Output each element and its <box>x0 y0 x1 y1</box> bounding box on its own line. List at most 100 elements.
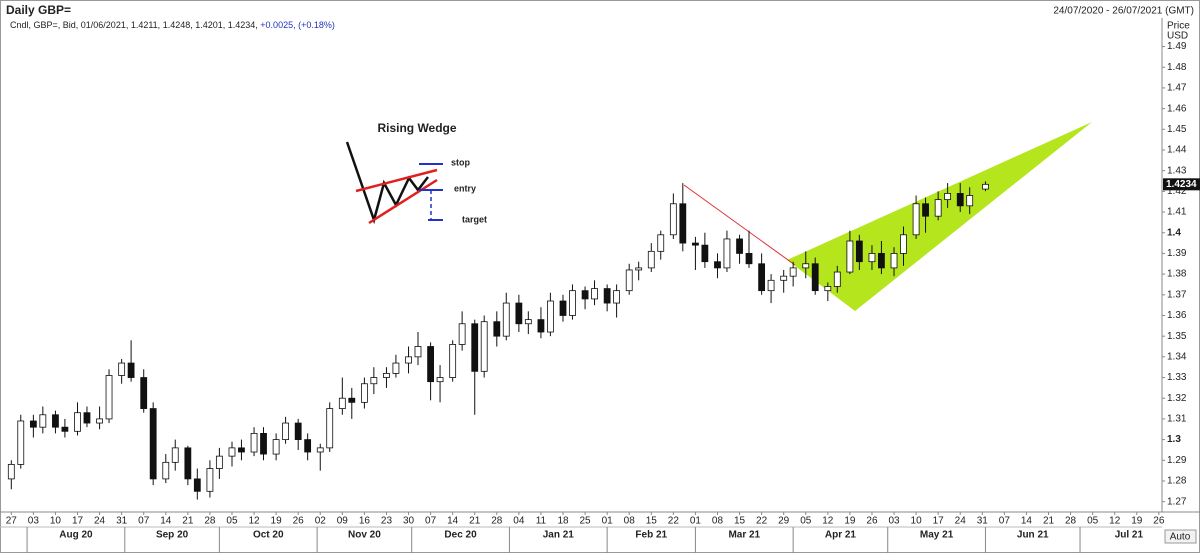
candle-body <box>811 263 819 292</box>
y-tick-label: 1.41 <box>1167 207 1187 218</box>
x-tick-label: 12 <box>1109 516 1121 527</box>
candle-body <box>657 234 665 252</box>
candle-body <box>370 377 378 385</box>
candle-body <box>846 240 854 273</box>
x-tick-label: 18 <box>557 516 569 527</box>
y-tick-label: 1.29 <box>1167 455 1187 466</box>
x-tick-label: 26 <box>293 516 305 527</box>
month-label: Oct 20 <box>253 530 284 541</box>
candle-body <box>105 375 113 420</box>
x-tick-label: 08 <box>712 516 724 527</box>
candle-body <box>238 447 245 453</box>
auto-label[interactable]: Auto <box>1170 532 1191 543</box>
y-tick-label: 1.33 <box>1167 372 1187 383</box>
candle-body <box>392 362 400 374</box>
x-tick-label: 14 <box>160 516 172 527</box>
candle-body <box>471 323 479 372</box>
y-tick-label: 1.36 <box>1167 310 1187 321</box>
auto-button[interactable] <box>1164 529 1197 544</box>
candle-body <box>912 203 920 236</box>
month-label: Nov 20 <box>348 530 381 541</box>
y-tick-label: 1.34 <box>1167 351 1187 362</box>
x-tick-label: 12 <box>822 516 834 527</box>
x-tick-label: 17 <box>933 516 945 527</box>
x-tick-label: 19 <box>1131 516 1143 527</box>
y-tick-label: 1.27 <box>1167 496 1187 507</box>
candle-body <box>824 286 832 292</box>
y-tick-label: 1.28 <box>1167 476 1187 487</box>
x-tick-label: 03 <box>28 516 40 527</box>
candle-body <box>900 234 907 254</box>
candle-body <box>162 461 170 480</box>
x-tick-label: 10 <box>50 516 62 527</box>
candle-body <box>118 362 126 376</box>
candle-body <box>591 288 598 300</box>
x-tick-label: 17 <box>72 516 84 527</box>
y-axis-label: Price <box>1167 21 1190 32</box>
candle-body <box>360 383 368 403</box>
x-tick-label: 24 <box>955 516 967 527</box>
rising-wedge-inset: Rising Wedge stop entry target <box>345 121 487 224</box>
candle-body <box>723 238 731 269</box>
candle-body <box>625 269 633 292</box>
x-tick-label: 28 <box>491 516 503 527</box>
candle-body <box>427 346 434 383</box>
candle-body <box>956 193 964 207</box>
x-tick-label: 14 <box>447 516 459 527</box>
candle-body <box>603 288 611 304</box>
y-tick-label: 1.4 <box>1167 227 1181 238</box>
month-label: Mar 21 <box>728 530 760 541</box>
candle-body <box>833 271 841 287</box>
x-tick-label: 27 <box>6 516 18 527</box>
x-tick-label: 14 <box>1021 516 1033 527</box>
candle-body <box>767 279 775 292</box>
candle-body <box>260 432 267 455</box>
candle-body <box>39 414 47 428</box>
candle-body <box>569 290 576 316</box>
y-tick-label: 1.43 <box>1167 165 1187 176</box>
candle-body <box>7 464 15 480</box>
x-tick-label: 05 <box>800 516 812 527</box>
candle-body <box>647 250 655 269</box>
x-tick-label: 28 <box>204 516 216 527</box>
month-label: Jan 21 <box>543 530 575 541</box>
x-tick-label: 19 <box>271 516 283 527</box>
x-tick-label: 21 <box>182 516 194 527</box>
x-tick-label: 01 <box>602 516 614 527</box>
x-tick-label: 26 <box>1153 516 1165 527</box>
candle-body <box>802 263 810 269</box>
x-tick-label: 09 <box>337 516 349 527</box>
candle-body <box>250 432 258 453</box>
y-tick-label: 1.45 <box>1167 124 1187 135</box>
candle-body <box>635 267 643 271</box>
candle-body <box>383 372 390 378</box>
info-line: Cndl, GBP=, Bid, 01/06/2021, 1.4211, 1.4… <box>10 20 335 30</box>
candle-body <box>736 238 743 254</box>
candle-body <box>890 253 898 269</box>
month-label: Aug 20 <box>59 530 93 541</box>
candle-body <box>61 426 69 432</box>
y-tick-label: 1.31 <box>1167 414 1187 425</box>
candle-body <box>74 412 81 432</box>
candle-body <box>679 203 687 244</box>
candle-body <box>789 267 797 277</box>
x-tick-label: 29 <box>778 516 790 527</box>
candle-body <box>304 439 312 453</box>
y-tick-label: 1.46 <box>1167 103 1187 114</box>
candle-body <box>982 183 989 190</box>
y-tick-label: 1.3 <box>1167 434 1181 445</box>
y-tick-label: 1.44 <box>1167 145 1187 156</box>
last-price-tag <box>1163 178 1200 191</box>
candle-body <box>493 321 501 337</box>
candle-body <box>692 242 699 246</box>
candle-body <box>316 447 324 453</box>
x-tick-label: 23 <box>381 516 393 527</box>
candle-body <box>193 478 201 492</box>
candle-body <box>878 253 885 269</box>
x-tick-label: 22 <box>668 516 680 527</box>
x-tick-label: 10 <box>911 516 923 527</box>
y-tick-label: 1.32 <box>1167 393 1187 404</box>
candle-body <box>326 408 334 449</box>
x-tick-label: 21 <box>469 516 481 527</box>
candle-body <box>966 195 974 207</box>
